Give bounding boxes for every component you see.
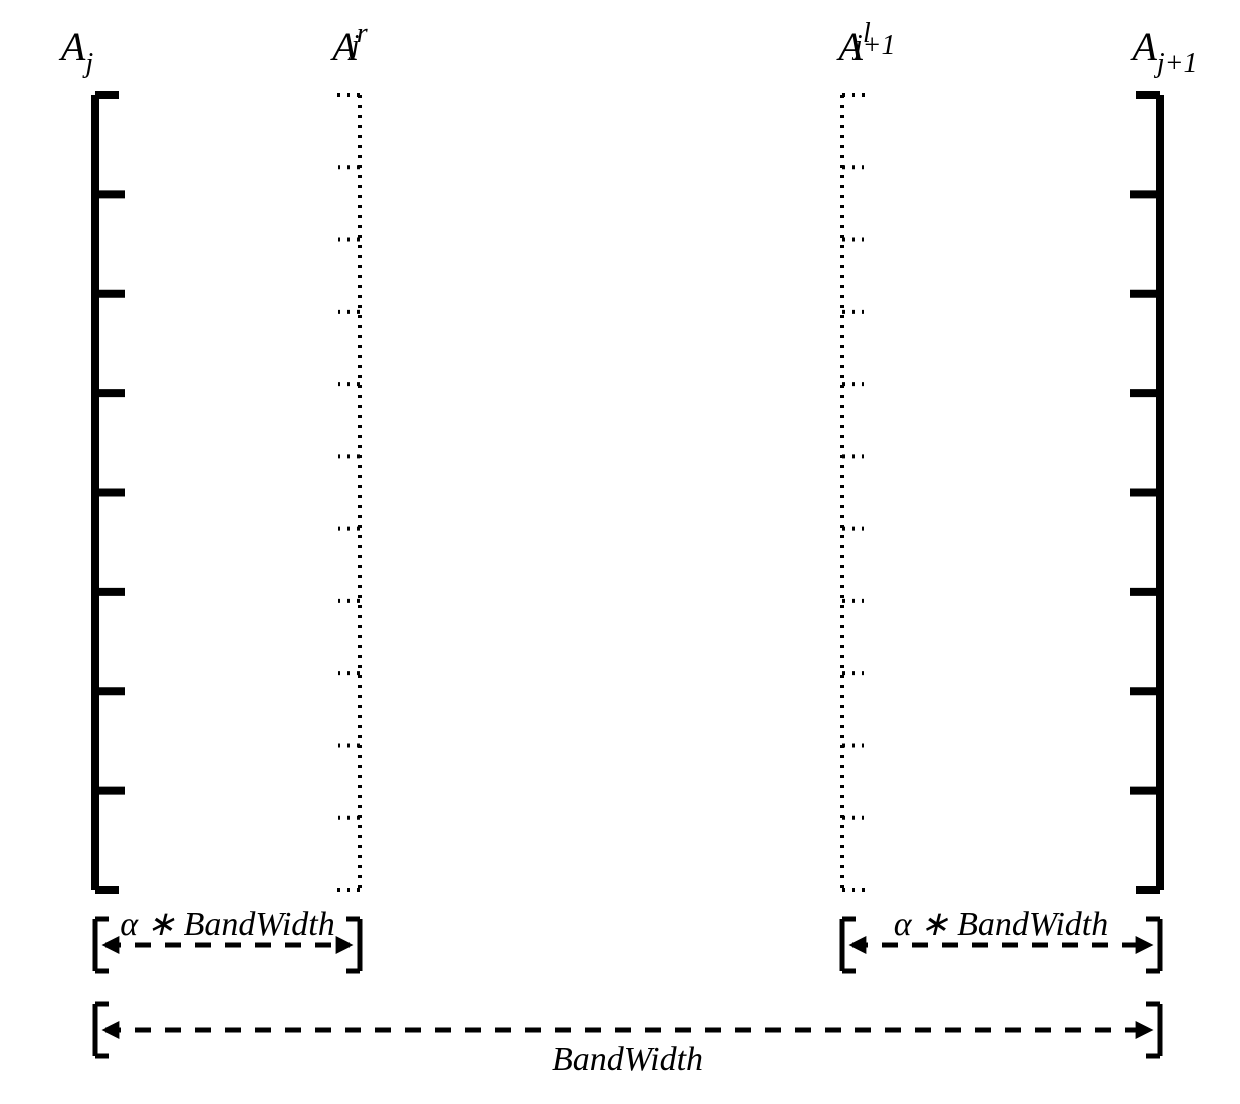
dim-alpha-right-label: α ∗ BandWidth <box>894 906 1108 943</box>
axis-label-Ajr: Arj <box>329 18 367 69</box>
axis-label-Aj1: Aj+1 <box>1129 24 1197 79</box>
dim-bandwidth-label: BandWidth <box>552 1041 703 1078</box>
axis-label-Aj: Aj <box>58 24 93 79</box>
dim-alpha-left-label: α ∗ BandWidth <box>120 906 334 943</box>
axis-label-Aj1l: Alj+1 <box>836 18 896 69</box>
